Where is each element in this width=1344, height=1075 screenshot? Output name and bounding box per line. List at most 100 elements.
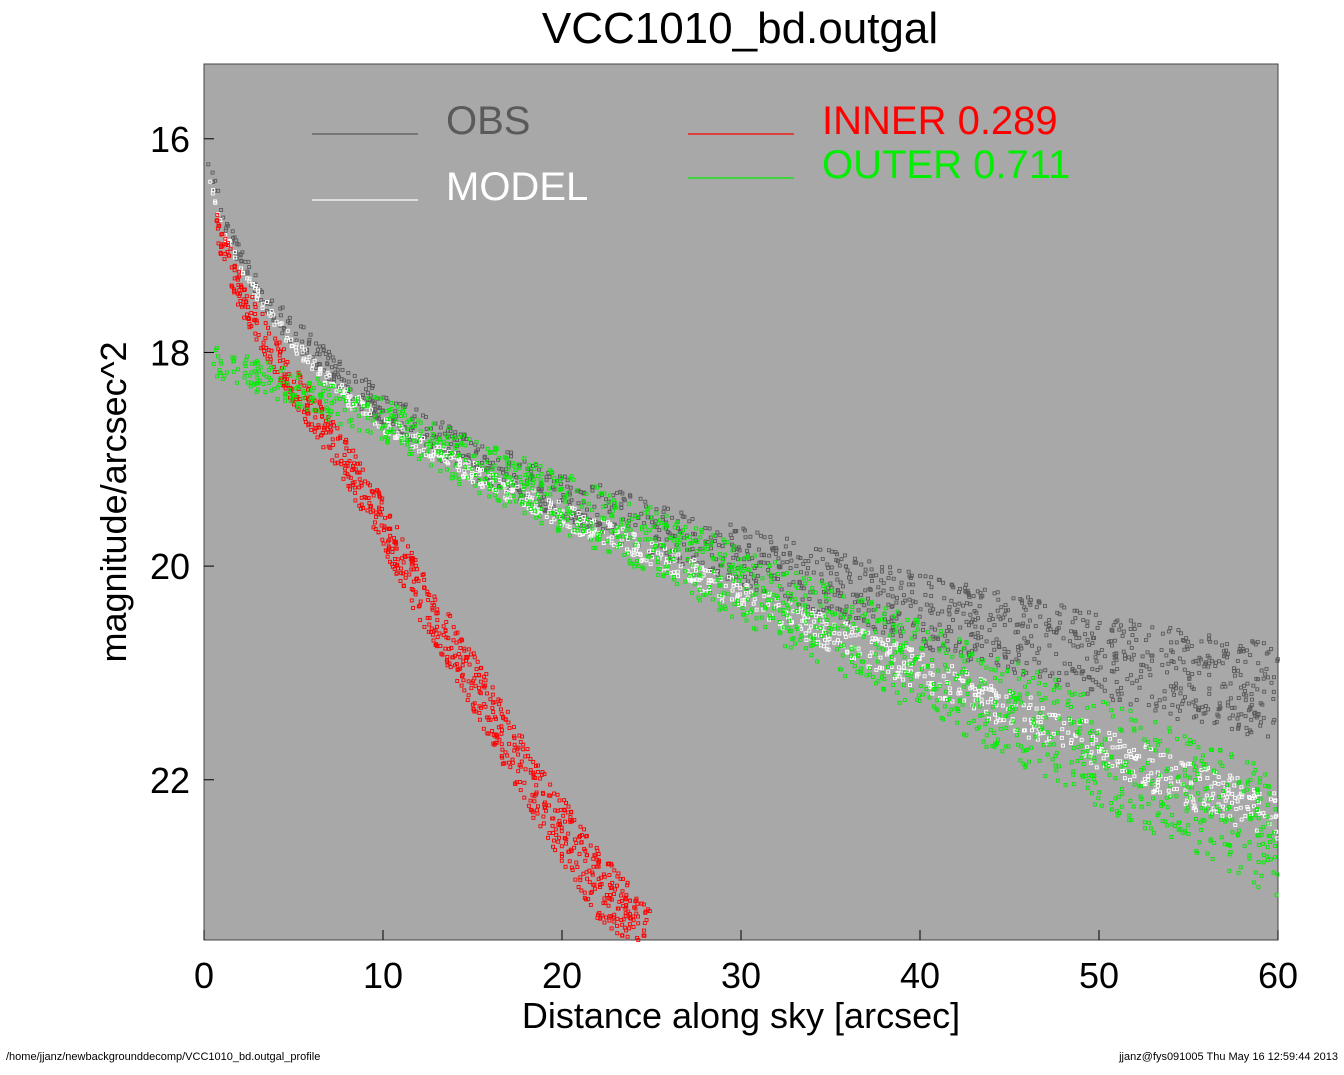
point-model (807, 628, 812, 633)
point-inner (281, 347, 286, 352)
point-obs (1261, 715, 1266, 720)
point-obs (1033, 624, 1038, 629)
point-outer (980, 713, 985, 717)
point-inner (453, 653, 457, 658)
point-outer (330, 384, 335, 388)
point-model (1146, 774, 1151, 779)
point-outer (1016, 661, 1021, 666)
point-obs (1263, 672, 1268, 677)
point-outer (1000, 672, 1005, 677)
point-inner (215, 226, 220, 231)
point-model (659, 552, 664, 557)
point-outer (768, 613, 773, 618)
point-outer (1115, 813, 1120, 818)
point-outer (538, 495, 543, 500)
point-obs (1073, 631, 1078, 636)
point-obs (1119, 686, 1123, 690)
point-outer (789, 597, 794, 602)
point-inner (499, 731, 504, 736)
point-model (676, 552, 681, 557)
point-obs (1011, 667, 1016, 672)
point-inner (351, 448, 356, 453)
point-outer (1168, 783, 1173, 788)
point-outer (710, 597, 715, 602)
point-inner (215, 212, 220, 217)
point-inner (427, 622, 432, 627)
point-outer (1051, 687, 1056, 692)
point-model (1239, 817, 1244, 822)
point-model (1212, 780, 1217, 785)
point-outer (876, 645, 881, 650)
point-model (908, 683, 912, 688)
point-outer (266, 381, 271, 386)
point-obs (1243, 659, 1248, 664)
point-outer (675, 542, 680, 547)
point-outer (880, 671, 885, 676)
point-model (1122, 776, 1127, 781)
point-model (708, 578, 713, 582)
point-model (1176, 779, 1181, 784)
point-outer (864, 619, 869, 624)
point-inner (376, 512, 381, 517)
point-obs (1150, 653, 1155, 658)
point-model (1142, 782, 1147, 787)
point-outer (701, 592, 706, 597)
point-outer (389, 413, 394, 418)
point-obs (854, 560, 859, 565)
point-outer (352, 407, 357, 412)
point-obs (354, 379, 358, 384)
point-outer (417, 433, 422, 438)
point-obs (707, 526, 712, 531)
point-outer (343, 399, 348, 404)
point-obs (968, 602, 973, 607)
point-outer (758, 564, 763, 568)
point-outer (766, 590, 771, 595)
point-obs (1017, 653, 1021, 657)
point-outer (437, 457, 442, 462)
point-outer (851, 622, 856, 626)
point-outer (1110, 714, 1115, 719)
point-inner (607, 883, 612, 887)
point-obs (910, 590, 915, 595)
point-obs (1171, 688, 1176, 693)
point-model (965, 672, 970, 676)
point-obs (1271, 675, 1276, 680)
point-inner (541, 814, 546, 819)
point-outer (915, 618, 920, 623)
point-obs (1134, 638, 1139, 642)
point-inner (214, 218, 219, 223)
point-inner (569, 865, 574, 870)
point-inner (578, 824, 583, 829)
point-model (1202, 802, 1207, 807)
point-outer (300, 404, 305, 409)
point-inner (615, 931, 620, 936)
point-outer (266, 368, 271, 373)
point-inner (393, 540, 398, 545)
point-inner (484, 672, 489, 677)
point-obs (322, 368, 327, 373)
point-obs (509, 450, 513, 455)
point-obs (1035, 651, 1040, 655)
point-outer (962, 684, 967, 689)
point-obs (1014, 657, 1019, 662)
point-inner (441, 632, 446, 637)
point-outer (786, 625, 791, 630)
point-model (431, 449, 436, 454)
point-model (1228, 814, 1233, 819)
point-outer (786, 606, 791, 611)
point-outer (438, 437, 443, 442)
point-model (1235, 799, 1240, 804)
point-model (552, 517, 557, 522)
point-inner (220, 232, 225, 236)
point-model (572, 506, 577, 511)
point-obs (852, 600, 857, 605)
point-outer (1035, 670, 1039, 675)
point-obs (829, 604, 834, 609)
point-outer (798, 637, 803, 642)
point-inner (528, 770, 533, 775)
point-outer (578, 517, 583, 522)
point-inner (429, 626, 434, 631)
point-obs (1225, 651, 1230, 656)
point-outer (1033, 734, 1038, 739)
point-inner (513, 781, 518, 786)
